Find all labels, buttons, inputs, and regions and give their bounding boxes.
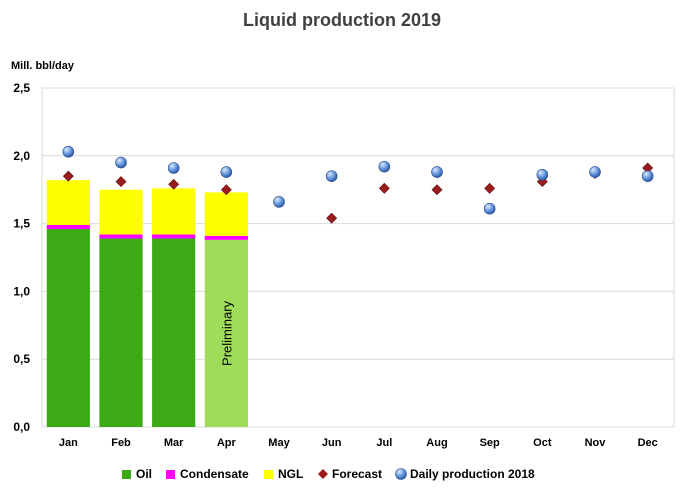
daily-2018-point-jul <box>378 160 391 173</box>
bar-ngl-jan <box>46 180 90 225</box>
bar-oil-apr <box>204 239 248 427</box>
x-tick-label: Jun <box>322 437 342 449</box>
y-tick-label: 1,0 <box>13 284 30 298</box>
legend-label-oil: Oil <box>136 467 152 481</box>
bar-oil-jan <box>46 229 90 427</box>
forecast-point-feb <box>115 176 127 187</box>
forecast-point-jan <box>62 170 74 182</box>
y-tick-label: 0,5 <box>13 352 30 366</box>
forecast-point-apr <box>220 184 232 196</box>
legend-swatch-ngl <box>264 470 273 479</box>
legend-label-daily-production-2018: Daily production 2018 <box>410 467 535 481</box>
daily-2018-point-mar <box>167 162 180 174</box>
bar-condensate-feb <box>99 234 143 239</box>
forecast-point-mar <box>168 178 180 190</box>
legend-label-condensate: Condensate <box>180 467 249 481</box>
y-axis-label: Mill. bbl/day <box>11 60 75 72</box>
plot-area <box>41 87 675 428</box>
legend: Oil Condensate NGL Forecast Daily production… <box>122 467 535 481</box>
forecast-point-jul <box>378 182 390 194</box>
x-tick-label: Jan <box>59 437 78 449</box>
daily-2018-point-feb <box>115 156 127 169</box>
legend-swatch-condensate <box>166 470 175 479</box>
y-tick-label: 2,5 <box>13 81 30 95</box>
forecast-point-sep <box>484 182 496 194</box>
y-tick-label: 2,0 <box>13 149 30 163</box>
bar-oil-feb <box>99 238 143 427</box>
x-tick-label: Aug <box>426 437 447 449</box>
daily-2018-point-aug <box>431 166 443 178</box>
y-tick-label: 0,0 <box>13 420 30 434</box>
bar-ngl-feb <box>99 189 143 235</box>
bar-condensate-apr <box>204 235 248 240</box>
bar-ngl-apr <box>204 192 248 236</box>
chart-title: Liquid production 2019 <box>243 10 441 30</box>
daily-2018-point-nov <box>589 166 601 178</box>
legend-label-ngl: NGL <box>278 467 303 481</box>
grid-lines <box>42 155 674 360</box>
bar-condensate-jan <box>46 224 90 230</box>
preliminary-annotation: Preliminary <box>219 300 234 366</box>
x-tick-label: Apr <box>217 437 237 449</box>
daily-2018-point-may <box>273 196 285 208</box>
x-tick-label: Jul <box>376 437 392 449</box>
forecast-point-aug <box>431 184 443 196</box>
x-tick-label: Feb <box>111 437 131 449</box>
daily-2018-point-apr <box>220 166 233 178</box>
legend-swatch-daily-production-2018 <box>395 468 407 480</box>
bar-oil-mar <box>152 238 196 427</box>
daily-2018-point-sep <box>483 202 496 215</box>
y-tick-labels: 0,0 0,5 1,0 1,5 2,0 2,5 <box>13 81 30 434</box>
x-tick-label: Sep <box>480 437 500 449</box>
daily-production-2018-markers <box>62 145 654 215</box>
x-tick-label: May <box>268 437 290 449</box>
daily-2018-point-jun <box>325 170 338 182</box>
forecast-point-jun <box>326 212 338 224</box>
x-tick-label: Dec <box>638 437 658 449</box>
bars <box>46 180 248 427</box>
legend-swatch-oil <box>122 470 131 479</box>
x-tick-labels: Jan Feb Mar Apr May Jun Jul Aug Sep Oct Nov Dec <box>59 437 658 449</box>
x-tick-label: Mar <box>164 437 184 449</box>
legend-swatch-forecast <box>318 469 328 479</box>
x-tick-label: Oct <box>533 437 552 449</box>
daily-2018-point-oct <box>536 168 549 181</box>
daily-2018-point-jan <box>62 145 75 158</box>
legend-label-forecast: Forecast <box>332 467 382 481</box>
bar-condensate-mar <box>152 234 196 239</box>
x-tick-label: Nov <box>585 437 607 449</box>
daily-2018-point-dec <box>641 170 654 182</box>
y-tick-label: 1,5 <box>13 217 30 231</box>
bar-ngl-mar <box>152 188 196 235</box>
